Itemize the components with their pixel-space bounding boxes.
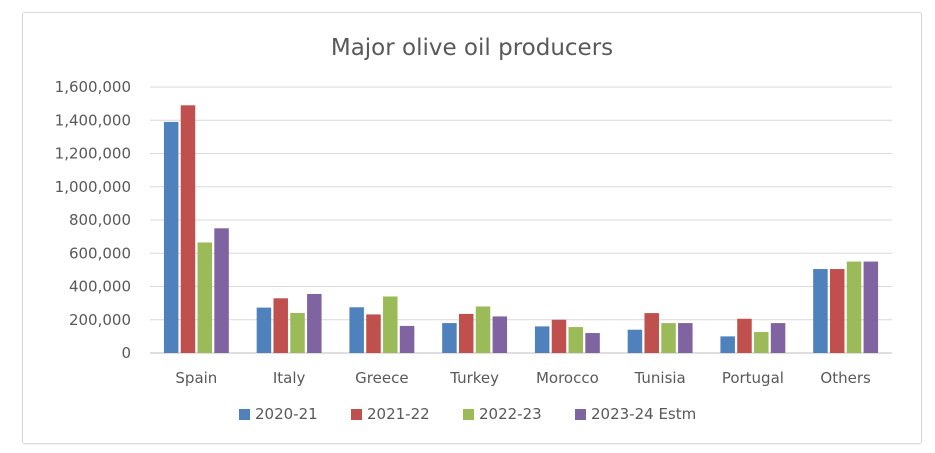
x-category-label: Tunisia [634,369,686,387]
y-tick-label: 600,000 [69,244,131,262]
bar-italy-2022-23 [290,312,305,353]
x-category-label: Others [820,369,871,387]
y-axis-tick-labels: 0 200,000 400,000 600,000 800,000 1,000,000 1,… [55,78,131,362]
y-tick-label: 1,600,000 [55,78,131,96]
y-tick-label: 1,000,000 [55,178,131,196]
bar-portugal-2022-23 [754,332,769,353]
bar-others-2023-24-estm [863,261,879,353]
bar-greece-2020-21 [349,307,364,353]
bar-greece-2021-22 [366,314,381,353]
x-category-label: Morocco [536,369,599,387]
x-category-label: Turkey [449,369,499,387]
bars [163,105,879,353]
y-tick-label: 0 [121,344,131,362]
y-tick-label: 1,200,000 [55,145,131,163]
bar-greece-2023-24-estm [399,325,415,353]
legend-item: 2022-23 [463,405,542,423]
x-category-label: Portugal [722,369,784,387]
bar-tunisia-2020-21 [627,329,643,353]
y-tick-label: 1,400,000 [55,111,131,129]
bar-italy-2023-24-estm [307,293,322,353]
legend-label: 2023-24 Estm [591,405,696,423]
legend-swatch [575,409,586,420]
bar-others-2022-23 [846,261,862,353]
bar-italy-2021-22 [273,298,288,353]
bar-portugal-2021-22 [737,318,752,353]
legend-swatch [351,409,362,420]
bar-turkey-2023-24-estm [492,316,508,353]
legend-item: 2021-22 [351,405,430,423]
bar-spain-2021-22 [180,105,196,353]
x-axis-category-labels: Spain Italy Greece Turkey Morocco Tunisia Port… [175,369,871,387]
bar-morocco-2023-24-estm [585,333,600,353]
bar-greece-2022-23 [383,296,398,353]
y-tick-label: 200,000 [69,311,131,329]
y-tick-label: 800,000 [69,211,131,229]
bar-morocco-2020-21 [534,326,550,353]
bar-morocco-2021-22 [551,319,567,353]
bar-portugal-2020-21 [720,336,735,353]
x-category-label: Spain [175,369,217,387]
bar-spain-2020-21 [163,121,179,353]
bar-turkey-2021-22 [458,313,474,353]
legend-label: 2021-22 [367,405,430,423]
legend-label: 2022-23 [479,405,542,423]
legend-item: 2020-21 [239,405,318,423]
chart-title: Major olive oil producers [331,35,613,61]
bar-spain-2023-24-estm [214,228,229,353]
legend: 2020-21 2021-22 2022-23 2023-24 Estm [239,405,696,423]
bar-others-2020-21 [813,269,828,353]
bar-spain-2022-23 [197,242,213,353]
bar-tunisia-2022-23 [661,323,676,353]
bar-tunisia-2021-22 [644,313,659,353]
bar-others-2021-22 [829,269,845,353]
legend-label: 2020-21 [255,405,318,423]
x-category-label: Italy [273,369,306,387]
bar-tunisia-2023-24-estm [678,323,693,353]
legend-swatch [463,409,474,420]
bar-italy-2020-21 [256,307,272,353]
x-category-label: Greece [355,369,408,387]
legend-item: 2023-24 Estm [575,405,696,423]
bar-portugal-2023-24-estm [770,323,786,353]
bar-turkey-2020-21 [442,323,457,353]
bar-turkey-2022-23 [475,306,491,353]
y-tick-label: 400,000 [69,278,131,296]
bar-morocco-2022-23 [568,327,584,353]
legend-swatch [239,409,250,420]
